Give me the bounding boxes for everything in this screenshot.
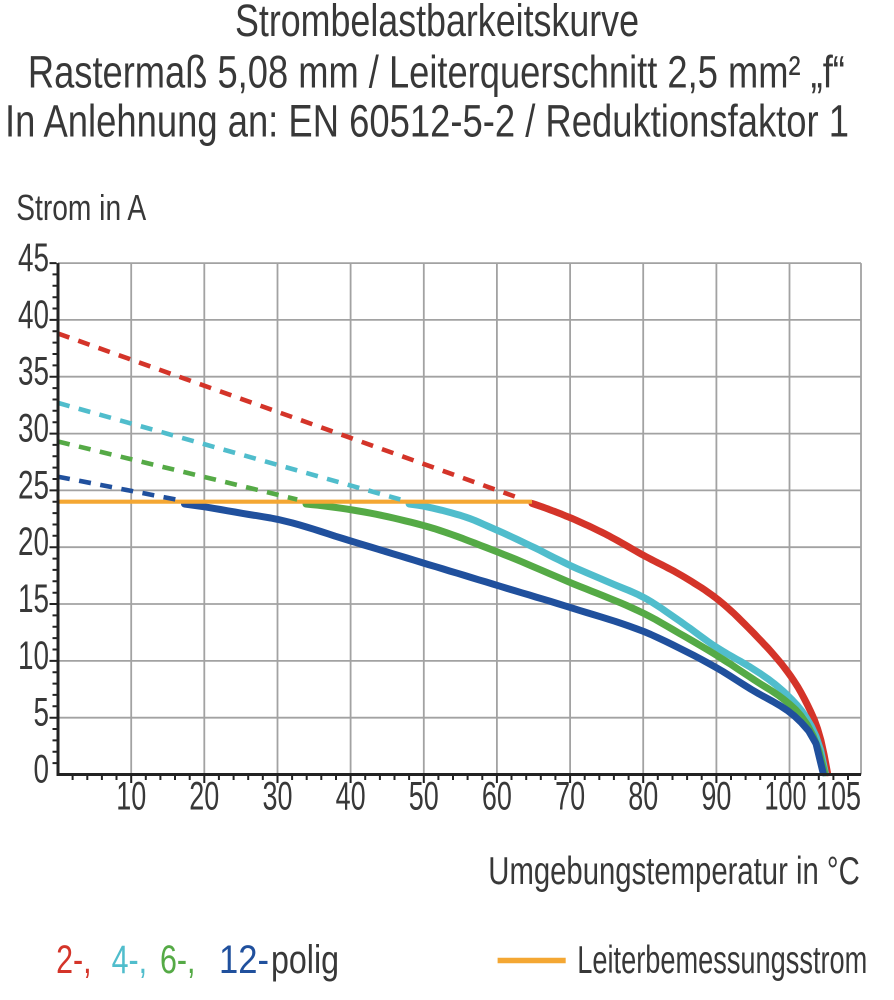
svg-text:70: 70: [555, 775, 585, 819]
svg-text:60: 60: [482, 775, 512, 819]
svg-text:polig: polig: [271, 938, 339, 982]
svg-text:40: 40: [18, 293, 49, 337]
svg-text:Umgebungstemperatur in °C: Umgebungstemperatur in °C: [488, 850, 860, 893]
svg-text:80: 80: [628, 775, 658, 819]
svg-text:2-,: 2-,: [56, 938, 92, 982]
svg-text:40: 40: [336, 775, 366, 819]
svg-text:0: 0: [34, 747, 50, 791]
svg-text:45: 45: [18, 236, 49, 280]
svg-text:105: 105: [816, 775, 861, 819]
svg-text:5: 5: [34, 691, 50, 735]
svg-text:6-,: 6-,: [160, 938, 196, 982]
svg-text:In Anlehnung an: EN 60512-5-2: In Anlehnung an: EN 60512-5-2 / Reduktio…: [5, 95, 849, 146]
svg-text:4-,: 4-,: [112, 938, 148, 982]
svg-text:10: 10: [116, 775, 146, 819]
svg-text:20: 20: [18, 520, 49, 564]
svg-text:Strom in A: Strom in A: [16, 187, 146, 228]
svg-text:Strombelastbarkeitskurve: Strombelastbarkeitskurve: [235, 0, 639, 46]
svg-text:Rastermaß 5,08 mm / Leiterquer: Rastermaß 5,08 mm / Leiterquerschnitt 2,…: [28, 47, 845, 98]
svg-text:12-: 12-: [219, 938, 269, 982]
svg-text:30: 30: [18, 406, 49, 450]
svg-text:50: 50: [409, 775, 439, 819]
svg-text:15: 15: [18, 577, 49, 621]
svg-text:35: 35: [18, 350, 49, 394]
svg-text:10: 10: [18, 634, 49, 678]
svg-text:30: 30: [263, 775, 293, 819]
svg-text:100: 100: [765, 775, 807, 819]
svg-text:25: 25: [18, 463, 49, 507]
svg-text:Leiterbemessungsstrom: Leiterbemessungsstrom: [577, 939, 867, 982]
svg-text:90: 90: [701, 775, 731, 819]
svg-text:20: 20: [189, 775, 219, 819]
